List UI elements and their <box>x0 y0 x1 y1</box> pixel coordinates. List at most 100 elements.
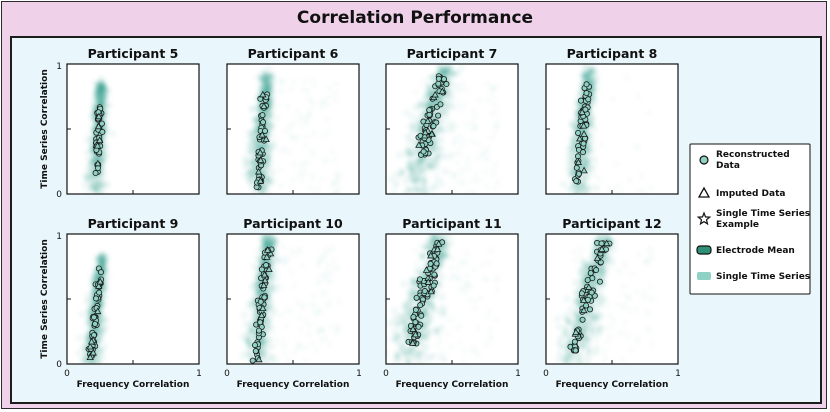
haze-point <box>460 285 465 290</box>
reconstructed-point <box>416 276 423 283</box>
cloud-point <box>438 145 444 152</box>
cloud-point <box>249 336 255 342</box>
cloud-point <box>251 302 257 309</box>
cloud-point <box>435 64 441 69</box>
reconstructed-point <box>417 302 424 309</box>
cloud-point <box>103 269 110 275</box>
haze-point <box>281 345 287 350</box>
cloud-point <box>418 171 425 177</box>
haze-point <box>284 323 289 328</box>
haze-point <box>290 79 296 85</box>
cloud-point <box>406 137 412 143</box>
haze-point <box>482 157 488 162</box>
reconstructed-point <box>433 260 440 267</box>
cloud-point <box>581 172 587 178</box>
reconstructed-point <box>96 289 103 296</box>
reconstructed-point <box>255 327 262 334</box>
haze-point <box>465 161 470 166</box>
haze-point <box>326 264 331 269</box>
haze-point <box>307 112 312 117</box>
haze-point <box>283 128 289 134</box>
haze-point <box>323 336 328 341</box>
cloud-point <box>448 127 454 133</box>
cloud-point <box>591 157 598 164</box>
cloud-point <box>95 194 100 199</box>
haze-point <box>325 94 331 100</box>
cloud-point <box>393 314 400 320</box>
haze-point <box>573 257 578 262</box>
haze-point <box>494 125 500 130</box>
cloud-point <box>252 281 258 287</box>
haze-point <box>310 78 315 83</box>
haze-point <box>634 306 639 311</box>
reconstructed-point <box>420 148 427 155</box>
reconstructed-point <box>426 107 433 114</box>
cloud-point <box>566 162 573 168</box>
cloud-point <box>248 320 254 327</box>
imputed-point <box>94 122 103 130</box>
haze-point <box>485 314 490 320</box>
cloud-point <box>271 309 277 315</box>
cloud-point <box>88 163 94 169</box>
reconstructed-point <box>437 101 444 108</box>
cloud-point <box>100 81 106 87</box>
haze-point <box>462 261 468 267</box>
imputed-point <box>438 87 446 95</box>
haze-point <box>626 333 631 339</box>
reconstructed-point <box>98 120 105 127</box>
haze-point <box>472 305 477 311</box>
cloud-point <box>97 337 104 343</box>
haze-point <box>465 156 471 161</box>
cloud-point <box>84 178 90 184</box>
cloud-point <box>273 257 279 263</box>
haze-point <box>647 110 652 116</box>
y-axis-label: Time Series Correlation <box>40 239 50 358</box>
x-axis-label: Frequency Correlation <box>237 380 350 390</box>
y-axis-label: Time Series Correlation <box>40 69 50 188</box>
haze-point <box>305 159 311 165</box>
haze-point <box>459 178 464 184</box>
cloud-point <box>414 121 420 127</box>
cloud-point <box>101 90 107 96</box>
cloud-point <box>556 356 562 362</box>
cloud-point <box>98 332 104 338</box>
subplot-title: Participant 5 <box>88 46 179 61</box>
haze-point <box>314 347 319 353</box>
cloud-point <box>269 344 275 350</box>
haze-point <box>289 134 294 139</box>
haze-point <box>639 173 644 179</box>
cloud-point <box>424 355 431 361</box>
haze-point <box>421 80 426 85</box>
haze-point <box>327 297 332 302</box>
haze-point <box>289 269 294 275</box>
haze-point <box>445 317 451 322</box>
cloud-point <box>398 313 404 319</box>
haze-point <box>316 261 321 267</box>
cloud-point <box>587 155 593 161</box>
haze-point <box>335 323 341 329</box>
haze-point <box>607 334 612 339</box>
haze-point <box>443 118 449 124</box>
haze-point <box>636 251 641 257</box>
imputed-point <box>257 156 265 163</box>
cloud-point <box>439 293 445 300</box>
haze-point <box>460 139 465 144</box>
cloud-point <box>396 332 402 339</box>
cloud-point <box>447 154 453 160</box>
haze-point <box>320 292 325 298</box>
cloud-point <box>430 305 436 311</box>
cloud-point <box>420 332 426 339</box>
cloud-point <box>396 356 402 363</box>
haze-point <box>610 97 616 102</box>
cloud-point <box>442 234 448 238</box>
cloud-point <box>573 191 579 194</box>
haze-point <box>268 331 273 336</box>
imputed-point <box>263 253 271 260</box>
haze-point <box>325 269 330 274</box>
cloud-point <box>102 343 108 350</box>
cloud-point <box>393 172 399 178</box>
subplot-title: Participant 9 <box>88 216 179 231</box>
cloud-point <box>261 241 267 247</box>
cloud-point <box>249 143 255 149</box>
